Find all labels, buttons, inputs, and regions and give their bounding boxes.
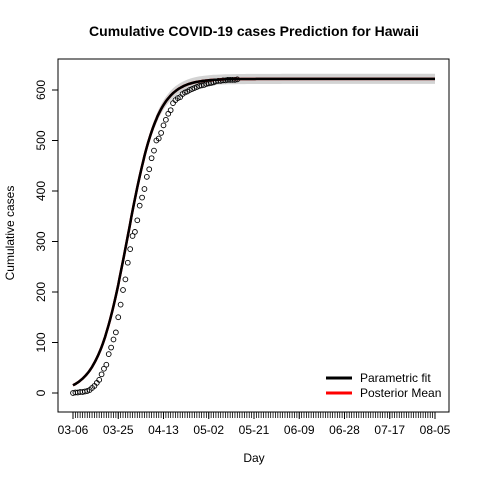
chart-title: Cumulative COVID-19 cases Prediction for…	[89, 23, 419, 39]
observed-points	[70, 76, 241, 396]
prediction-band-area	[73, 73, 435, 386]
prediction-band	[73, 73, 435, 386]
data-point	[163, 116, 169, 123]
x-tick-label: 04-13	[148, 423, 179, 437]
data-point	[129, 233, 136, 239]
data-point	[134, 217, 141, 224]
y-tick-label: 0	[34, 389, 48, 396]
x-minor-ticks	[72, 412, 436, 418]
y-tick-label: 300	[34, 231, 48, 251]
data-point	[160, 122, 167, 129]
data-point	[98, 371, 105, 378]
data-point	[103, 361, 110, 368]
series-lines	[72, 77, 435, 387]
x-tick-label: 06-09	[284, 423, 315, 437]
data-point	[117, 301, 124, 308]
data-point	[108, 344, 114, 351]
y-tick-label: 500	[34, 130, 48, 150]
data-point	[151, 147, 157, 154]
legend: Parametric fit Posterior Mean	[326, 371, 441, 400]
data-point	[139, 194, 145, 201]
legend-label-posterior-mean: Posterior Mean	[360, 386, 441, 400]
x-tick-label: 05-02	[193, 423, 224, 437]
x-tick-label: 07-17	[374, 423, 405, 437]
data-point	[124, 259, 131, 266]
series-line-parametric-fit	[72, 77, 435, 387]
y-tick-label: 200	[34, 282, 48, 302]
x-tick-label: 08-05	[420, 423, 451, 437]
data-point	[101, 365, 107, 372]
data-point	[127, 246, 134, 252]
data-point	[143, 174, 150, 180]
legend-label-parametric-fit: Parametric fit	[360, 371, 431, 385]
x-tick-label: 03-06	[58, 423, 89, 437]
x-tick-label: 05-21	[239, 423, 270, 437]
data-point	[155, 135, 162, 142]
data-point	[113, 329, 119, 336]
data-point	[167, 107, 174, 114]
y-tick-label: 600	[34, 80, 48, 100]
y-axis-label: Cumulative cases	[3, 186, 17, 281]
x-tick-label: 06-28	[329, 423, 360, 437]
data-point	[132, 229, 138, 235]
x-tick-label: 03-25	[103, 423, 134, 437]
x-axis-label: Day	[243, 451, 264, 465]
x-axis: 03-06 03-25 04-13 05-02 05-21 06-09 06-28 07-17…	[58, 412, 451, 437]
plot-frame	[57, 58, 450, 413]
data-point	[110, 336, 117, 343]
data-point	[148, 155, 155, 162]
data-point	[141, 186, 148, 192]
data-point	[146, 166, 153, 173]
data-point	[115, 314, 122, 321]
y-tick-label: 100	[34, 332, 48, 352]
data-point	[122, 276, 129, 283]
data-point	[96, 377, 103, 383]
y-axis: 0 100 200 300 400 500 600	[34, 80, 58, 396]
data-point	[120, 287, 126, 293]
data-point	[136, 202, 143, 209]
y-tick-label: 400	[34, 181, 48, 201]
data-point	[158, 130, 164, 136]
data-point	[105, 351, 112, 357]
